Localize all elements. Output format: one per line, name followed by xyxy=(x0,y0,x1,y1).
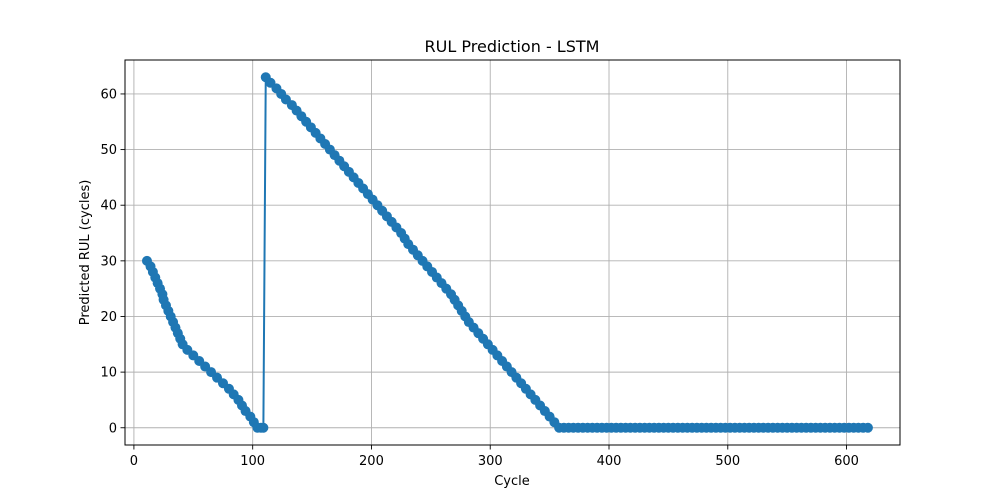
y-tick-label: 20 xyxy=(100,310,117,325)
data-point xyxy=(862,422,873,433)
y-tick-label: 40 xyxy=(100,199,117,214)
y-axis-label: Predicted RUL (cycles) xyxy=(78,180,93,326)
axis-ticks: 0 100 200 300 400 500 600 0 10 20 30 40 50 60 xyxy=(100,87,859,469)
x-tick-label: 600 xyxy=(834,454,859,469)
y-tick-label: 10 xyxy=(100,366,117,381)
y-tick-label: 60 xyxy=(100,87,117,102)
data-point xyxy=(258,422,269,433)
chart-title: RUL Prediction - LSTM xyxy=(425,37,600,56)
grid xyxy=(125,60,900,445)
x-tick-label: 500 xyxy=(715,454,740,469)
x-tick-label: 100 xyxy=(240,454,265,469)
y-tick-label: 50 xyxy=(100,143,117,158)
x-tick-label: 200 xyxy=(359,454,384,469)
y-tick-label: 30 xyxy=(100,254,117,269)
plot-frame xyxy=(124,59,901,446)
series-rul xyxy=(141,72,873,433)
y-tick-label: 0 xyxy=(109,421,117,436)
x-tick-label: 300 xyxy=(478,454,503,469)
x-tick-label: 0 xyxy=(130,454,138,469)
x-tick-label: 400 xyxy=(597,454,622,469)
x-axis-label: Cycle xyxy=(494,474,530,489)
series-line xyxy=(146,76,868,429)
